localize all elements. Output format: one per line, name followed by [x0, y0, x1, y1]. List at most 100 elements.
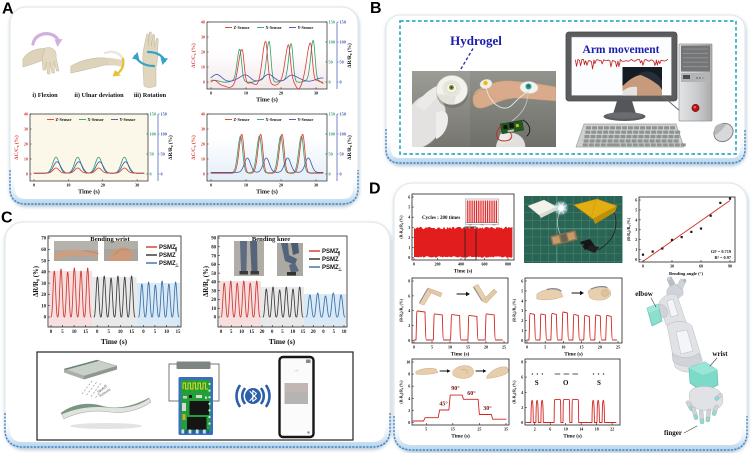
svg-text:10: 10 — [244, 183, 248, 188]
svg-text:10: 10 — [164, 330, 169, 335]
svg-text:10: 10 — [41, 304, 46, 309]
svg-text:C: C — [1, 210, 13, 227]
svg-text:20: 20 — [24, 142, 28, 147]
svg-text:200: 200 — [492, 225, 496, 227]
svg-text:elbow: elbow — [635, 290, 653, 298]
svg-text:Z-Sensor: Z-Sensor — [234, 25, 250, 30]
svg-text:10: 10 — [448, 345, 452, 350]
svg-text:150: 150 — [480, 225, 484, 227]
svg-text:o o ::: o o :: — [696, 76, 704, 80]
svg-text:15: 15 — [451, 427, 455, 432]
svg-text:5: 5 — [521, 288, 523, 293]
svg-text:0: 0 — [271, 330, 274, 335]
svg-text:50: 50 — [161, 152, 165, 157]
svg-text:15: 15 — [301, 330, 306, 335]
svg-text:Hydrogel: Hydrogel — [450, 33, 502, 48]
svg-text:4: 4 — [521, 298, 523, 303]
svg-text:100: 100 — [150, 132, 156, 137]
svg-text:150: 150 — [340, 112, 346, 117]
svg-text:0: 0 — [203, 172, 205, 177]
svg-text:0: 0 — [340, 80, 342, 85]
svg-text:ΔR/R₀ (%): ΔR/R₀ (%) — [33, 266, 40, 297]
svg-text:0: 0 — [44, 316, 47, 321]
svg-text:0: 0 — [329, 172, 331, 177]
svg-text:60: 60 — [699, 264, 703, 269]
svg-text:40: 40 — [201, 112, 205, 117]
svg-text:wrist: wrist — [712, 350, 728, 358]
svg-text:0: 0 — [408, 255, 410, 260]
svg-text:ΔR/R₀ (%): ΔR/R₀ (%) — [346, 43, 353, 68]
svg-text:30: 30 — [24, 127, 28, 132]
svg-text:20: 20 — [598, 345, 602, 350]
svg-text:Time (s): Time (s) — [451, 351, 470, 358]
svg-text:0: 0 — [340, 172, 342, 177]
svg-text:45°: 45° — [439, 401, 448, 408]
svg-text:6: 6 — [521, 279, 523, 284]
svg-text:14: 14 — [579, 427, 583, 432]
svg-text:10: 10 — [201, 65, 205, 70]
svg-text:30: 30 — [41, 282, 46, 287]
svg-text:Bending angle (°): Bending angle (°) — [669, 271, 703, 276]
svg-text:R² = 0.97: R² = 0.97 — [714, 255, 731, 260]
svg-text:30: 30 — [314, 183, 318, 188]
svg-text:B: B — [370, 0, 382, 17]
svg-text:800: 800 — [505, 262, 511, 267]
svg-text:3: 3 — [408, 225, 410, 230]
svg-text:0: 0 — [210, 91, 212, 96]
svg-text:2: 2 — [521, 405, 523, 410]
svg-text:100: 100 — [161, 132, 167, 137]
svg-text:150: 150 — [329, 20, 335, 25]
svg-text:2: 2 — [408, 323, 410, 328]
svg-text:600: 600 — [482, 262, 488, 267]
svg-text:10: 10 — [561, 345, 565, 350]
svg-text:6: 6 — [635, 198, 637, 203]
svg-text:(R-R₀)/R₀ (%): (R-R₀)/R₀ (%) — [400, 298, 404, 322]
svg-text:ΔC/C₀ (%): ΔC/C₀ (%) — [190, 135, 197, 160]
svg-text:50: 50 — [329, 152, 333, 157]
svg-text:Arm movement: Arm movement — [583, 44, 660, 56]
svg-text:∥: ∥ — [338, 251, 340, 257]
svg-text:Z-Sensor: Z-Sensor — [56, 117, 72, 122]
svg-text:GF = 0.719: GF = 0.719 — [711, 249, 731, 254]
svg-text:10: 10 — [342, 330, 347, 335]
svg-text:0: 0 — [214, 316, 217, 321]
svg-text:Y-Sensor: Y-Sensor — [298, 25, 314, 30]
svg-text:X-Sensor: X-Sensor — [266, 25, 282, 30]
svg-text:60: 60 — [41, 248, 46, 253]
svg-text:100: 100 — [468, 225, 472, 227]
svg-text:i) Flexion: i) Flexion — [32, 92, 58, 99]
svg-text:30: 30 — [135, 183, 139, 188]
svg-text:ΔC/C₀ (%): ΔC/C₀ (%) — [190, 43, 197, 68]
svg-text:50: 50 — [340, 152, 344, 157]
svg-text:Time (s): Time (s) — [269, 337, 296, 346]
svg-text:Time (s): Time (s) — [454, 268, 473, 275]
svg-text:∥: ∥ — [175, 247, 177, 253]
svg-text:1: 1 — [408, 245, 410, 250]
svg-text:15: 15 — [176, 330, 181, 335]
svg-text:2: 2 — [408, 408, 410, 413]
svg-text:100: 100 — [340, 132, 346, 137]
svg-text:6: 6 — [408, 195, 410, 200]
svg-text:5: 5 — [425, 427, 427, 432]
svg-text:10: 10 — [290, 330, 295, 335]
svg-text:PSMZ: PSMZ — [159, 245, 176, 251]
svg-text:8: 8 — [408, 279, 410, 284]
svg-text:X-Sensor: X-Sensor — [88, 117, 104, 122]
svg-text:20: 20 — [484, 345, 488, 350]
svg-text:10: 10 — [239, 330, 244, 335]
svg-text:25: 25 — [616, 345, 620, 350]
svg-text:1: 1 — [521, 328, 523, 333]
svg-text:20: 20 — [279, 91, 283, 96]
svg-text:10: 10 — [406, 360, 410, 365]
svg-text:20: 20 — [279, 183, 283, 188]
svg-text:50: 50 — [41, 259, 46, 264]
svg-text:4: 4 — [521, 390, 523, 395]
svg-text:PSMZ: PSMZ — [159, 253, 176, 259]
svg-text:150: 150 — [161, 112, 167, 117]
svg-text:0: 0 — [26, 172, 28, 177]
svg-text:150: 150 — [340, 20, 346, 25]
svg-text:25: 25 — [502, 345, 506, 350]
svg-text:100: 100 — [340, 40, 346, 45]
svg-text:0: 0 — [150, 172, 152, 177]
svg-text:Time (s): Time (s) — [563, 433, 582, 440]
